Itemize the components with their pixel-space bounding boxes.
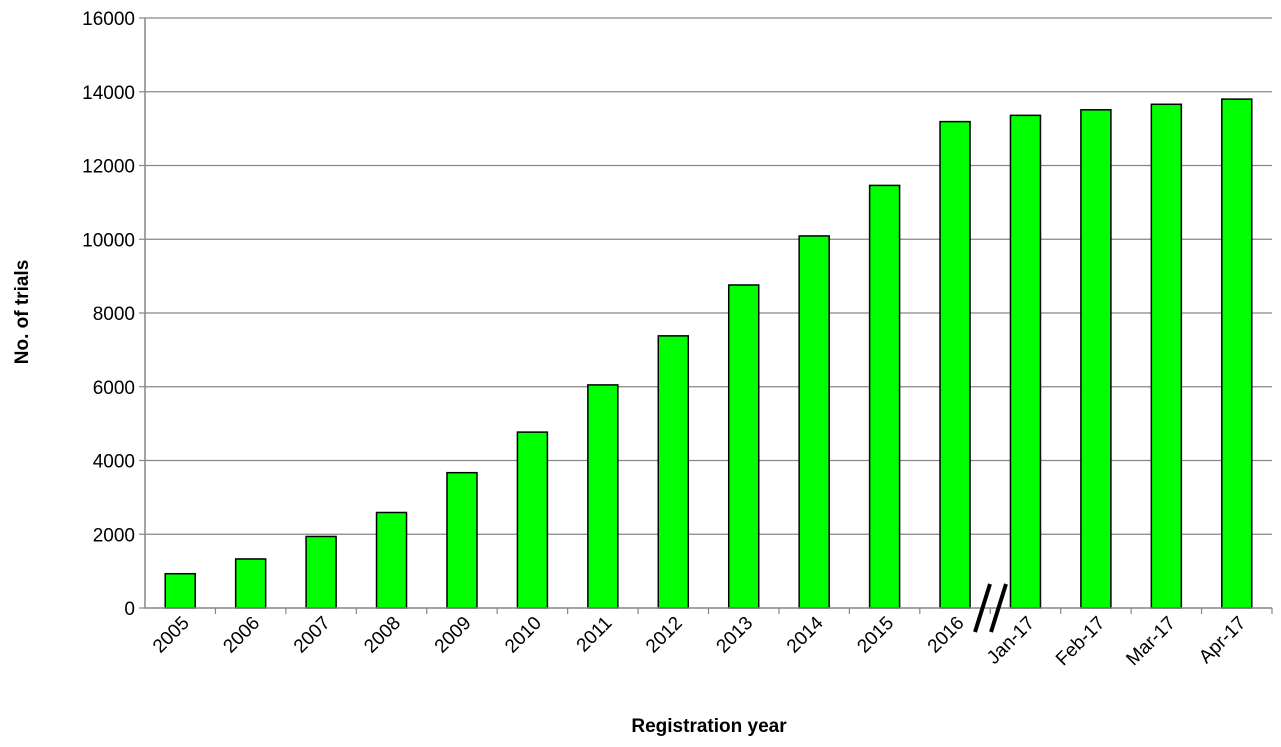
bar-2006 — [234, 558, 267, 609]
y-tick-label: 8000 — [93, 304, 135, 325]
x-tick-label: Mar-17 — [1122, 613, 1179, 670]
x-tick-label: 2010 — [501, 613, 546, 658]
x-tick-label: 2009 — [431, 613, 476, 658]
bar-2011 — [587, 384, 619, 609]
bar-mar-17 — [1150, 103, 1183, 609]
bar-2013 — [727, 284, 760, 609]
bar-2005 — [164, 572, 196, 609]
x-tick-label: Feb-17 — [1052, 613, 1109, 670]
bar-2010 — [516, 431, 549, 609]
x-tick-label: 2008 — [360, 613, 405, 658]
y-tick-label: 6000 — [93, 378, 135, 399]
x-tick-label: 2015 — [853, 613, 898, 658]
bar-apr-17 — [1221, 98, 1253, 609]
y-tick-label: 2000 — [93, 525, 135, 546]
x-tick-label: Jan-17 — [983, 613, 1039, 669]
y-tick-label: 10000 — [82, 230, 135, 251]
bar-2016 — [939, 120, 971, 609]
y-tick-label: 12000 — [82, 157, 135, 178]
y-tick-label: 14000 — [82, 83, 135, 104]
x-tick-label: 2007 — [290, 613, 335, 658]
y-tick-label: 0 — [124, 599, 135, 620]
y-axis-title: No. of trials — [12, 260, 33, 365]
bar-2007 — [305, 535, 337, 609]
axis-break-slash-1 — [973, 583, 992, 633]
bar-2014 — [798, 235, 830, 609]
bar-jan-17 — [1009, 114, 1042, 609]
x-tick-label: 2005 — [149, 613, 194, 658]
x-tick-label: 2013 — [713, 613, 758, 658]
x-tick-labels: 2005 2006 2007 2008 2009 2010 2011 2012 2013 2014… — [149, 608, 1273, 670]
x-tick-label: 2014 — [783, 612, 828, 657]
bars — [164, 98, 1253, 609]
x-axis-title: Registration year — [631, 716, 787, 737]
bar-feb-17 — [1080, 109, 1112, 609]
y-tick-label: 4000 — [93, 452, 135, 473]
bar-2012 — [657, 335, 690, 609]
y-tick-labels: 0 2000 4000 6000 8000 10000 12000 14000 16000 — [82, 9, 135, 620]
x-tick-label: Apr-17 — [1195, 613, 1250, 668]
axis-break-mark — [973, 583, 1008, 633]
x-tick-label: 2012 — [642, 613, 687, 658]
bar-2008 — [375, 511, 408, 609]
x-tick-label: 2006 — [219, 613, 264, 658]
bar-2015 — [868, 184, 901, 609]
x-tick-label: 2016 — [924, 613, 969, 658]
bar-2009 — [446, 471, 478, 609]
x-tick-label: 2011 — [573, 613, 617, 657]
axis-break-slash-2 — [989, 583, 1008, 633]
y-tick-label: 16000 — [82, 9, 135, 30]
